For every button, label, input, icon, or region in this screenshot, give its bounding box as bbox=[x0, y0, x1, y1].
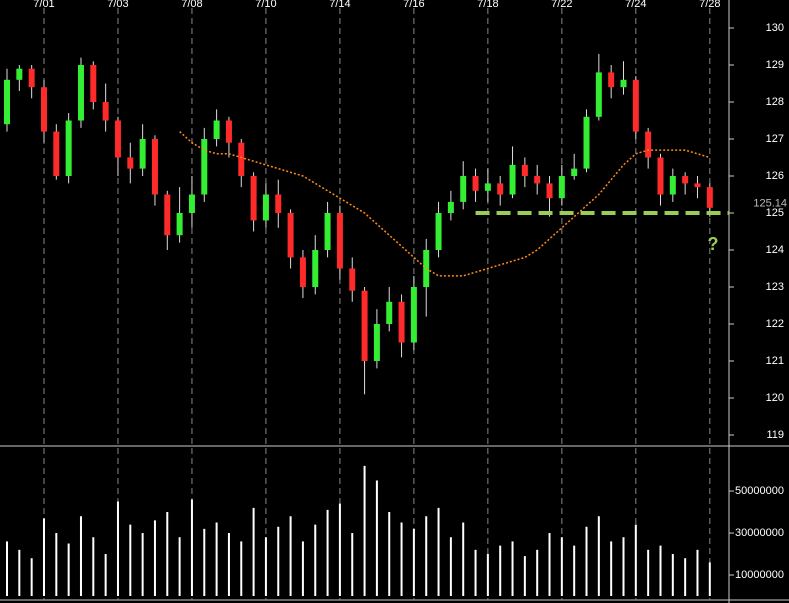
y-tick-label: 127 bbox=[766, 133, 784, 145]
candle-body bbox=[435, 213, 442, 250]
candle-body bbox=[484, 183, 491, 191]
candle-body bbox=[102, 102, 109, 121]
candle-body bbox=[447, 201, 454, 213]
candle-body bbox=[460, 176, 467, 202]
x-tick-label: 7/10 bbox=[255, 0, 276, 10]
candle-body bbox=[632, 79, 639, 132]
candle-body bbox=[682, 176, 689, 184]
y-tick-label: 124 bbox=[766, 244, 784, 256]
candle-body bbox=[694, 183, 701, 188]
y-tick-label: 120 bbox=[766, 392, 784, 404]
candle-body bbox=[164, 194, 171, 236]
candle-body bbox=[521, 164, 528, 176]
x-tick-label: 7/22 bbox=[551, 0, 572, 10]
candle-body bbox=[213, 120, 220, 139]
candle-body bbox=[28, 68, 35, 88]
x-tick-label: 7/03 bbox=[107, 0, 128, 10]
candle-body bbox=[40, 87, 47, 132]
candle-body bbox=[373, 324, 380, 361]
candle-body bbox=[225, 120, 232, 143]
candle-body bbox=[509, 164, 516, 195]
volume-tick-label: 30000000 bbox=[735, 527, 784, 539]
candle-body bbox=[299, 257, 306, 287]
candle-body bbox=[336, 213, 343, 269]
candle-body bbox=[4, 79, 10, 125]
y-tick-label: 126 bbox=[766, 170, 784, 182]
candle-body bbox=[53, 131, 60, 176]
candle-body bbox=[398, 301, 405, 343]
candle-body bbox=[657, 157, 664, 195]
y-tick-label: 128 bbox=[766, 96, 784, 108]
candle-body bbox=[583, 116, 590, 169]
candle-body bbox=[546, 183, 553, 199]
candle-body bbox=[595, 72, 602, 117]
candle-body bbox=[139, 139, 146, 169]
x-tick-label: 7/28 bbox=[699, 0, 720, 10]
candle-body bbox=[114, 120, 121, 158]
candle-body bbox=[238, 142, 245, 176]
candle-body bbox=[645, 131, 652, 158]
candle-body bbox=[571, 168, 578, 176]
candle-body bbox=[534, 176, 541, 184]
candle-body bbox=[706, 187, 713, 208]
moving-average bbox=[179, 131, 711, 277]
y-tick-label: 130 bbox=[766, 22, 784, 34]
candle-body bbox=[188, 194, 195, 213]
candle-body bbox=[349, 268, 356, 291]
candle-body bbox=[151, 139, 158, 195]
x-tick-label: 7/24 bbox=[625, 0, 646, 10]
candle-body bbox=[176, 213, 183, 236]
candle-body bbox=[201, 139, 208, 195]
annotation: ? bbox=[708, 234, 719, 254]
candle-body bbox=[386, 301, 393, 324]
candle-body bbox=[497, 183, 504, 195]
candle-body bbox=[250, 176, 257, 221]
candle-body bbox=[16, 68, 23, 80]
candle-body bbox=[262, 194, 269, 221]
y-tick-label: 121 bbox=[766, 355, 784, 367]
candle-body bbox=[90, 65, 97, 102]
x-tick-label: 7/08 bbox=[181, 0, 202, 10]
x-tick-label: 7/01 bbox=[33, 0, 54, 10]
candle-body bbox=[287, 213, 294, 258]
volume-tick-label: 10000000 bbox=[735, 569, 784, 581]
x-tick-label: 7/16 bbox=[403, 0, 424, 10]
y-tick-label: 129 bbox=[766, 59, 784, 71]
candle-body bbox=[558, 176, 565, 199]
candle-body bbox=[275, 194, 282, 213]
candle-body bbox=[65, 120, 72, 176]
candle-body bbox=[361, 290, 368, 361]
candle-body bbox=[77, 65, 84, 121]
x-tick-label: 7/18 bbox=[477, 0, 498, 10]
candle-body bbox=[324, 213, 331, 250]
y-tick-label: 119 bbox=[766, 429, 784, 441]
candle-body bbox=[608, 72, 615, 88]
candle-body bbox=[472, 176, 479, 191]
candle-body bbox=[410, 287, 417, 343]
y-tick-label: 122 bbox=[766, 318, 784, 330]
last-price-label: 125.14 bbox=[753, 198, 787, 210]
candle-body bbox=[127, 157, 134, 169]
volume-tick-label: 50000000 bbox=[735, 485, 784, 497]
x-tick-label: 7/14 bbox=[329, 0, 350, 10]
y-tick-label: 125 bbox=[766, 207, 784, 219]
candle-body bbox=[669, 176, 676, 195]
candle-body bbox=[620, 79, 627, 88]
candle-body bbox=[312, 250, 319, 287]
y-tick-label: 123 bbox=[766, 281, 784, 293]
